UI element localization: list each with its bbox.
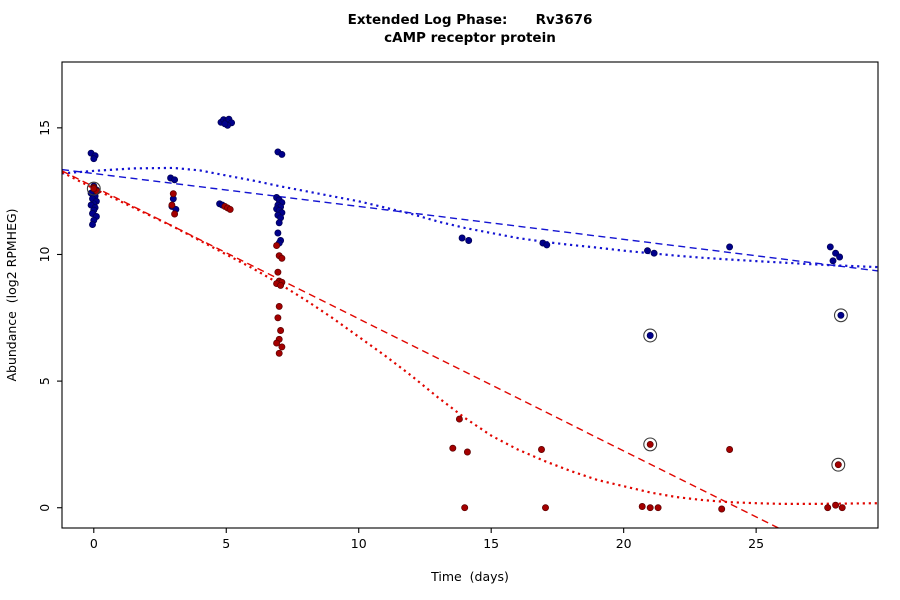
blue-condition-point [465, 237, 473, 244]
y-tick-label: 15 [37, 120, 52, 136]
red-condition-point [726, 446, 734, 453]
blue-condition-point [458, 234, 466, 242]
red-condition-point [542, 504, 549, 512]
circled-red-point [834, 461, 842, 469]
blue-condition-point [836, 253, 844, 261]
y-tick-label: 0 [37, 504, 52, 512]
red-condition-point [638, 503, 646, 510]
data-points [86, 115, 848, 513]
red-condition-point [449, 444, 457, 452]
circled-red-point [646, 440, 654, 448]
blue-condition-point [171, 176, 179, 184]
blue-condition-point [826, 243, 834, 251]
blue-condition-point [278, 150, 286, 158]
red-condition-point [538, 446, 545, 453]
red-condition-point [168, 201, 176, 209]
blue-condition-point [650, 249, 658, 257]
blue-condition-point [726, 243, 734, 251]
red-condition-point [169, 190, 177, 198]
red-condition-point [275, 302, 283, 310]
red-condition-point [461, 504, 469, 512]
red-condition-point [646, 504, 654, 512]
red-condition-point [273, 339, 281, 347]
red-condition-point [171, 210, 179, 218]
red-condition-point [277, 281, 285, 289]
x-tick-label: 10 [351, 536, 367, 551]
blue-condition-point [275, 219, 283, 227]
blue-dashed-fit [62, 168, 878, 272]
blue-condition-point [644, 247, 651, 255]
red-condition-point [718, 505, 726, 513]
outlier-ring-icon [831, 457, 846, 472]
circled-blue-point [837, 311, 845, 319]
outlier-ring-icon [643, 437, 658, 452]
trend-lines [62, 166, 878, 528]
axes: 0 5 10 15 20 25 0 5 10 15 [37, 61, 879, 551]
y-tick-label: 10 [37, 246, 52, 262]
outlier-ring-icon [643, 328, 658, 343]
blue-condition-point [89, 221, 96, 229]
blue-condition-point [543, 241, 551, 249]
red-dashed-fit [62, 170, 780, 528]
y-axis-label: Abundance (log2 RPMHEG) [4, 208, 19, 381]
circled-red-point [90, 185, 98, 193]
x-axis-label: Time (days) [430, 569, 509, 584]
red-condition-point [278, 254, 286, 262]
outlier-ring-icon [833, 308, 848, 323]
blue-dotted-fit [62, 166, 878, 269]
blue-condition-point [221, 120, 229, 128]
red-condition-point [455, 415, 463, 423]
chart-title-line2: cAMP receptor protein [384, 30, 556, 46]
circled-blue-point [646, 332, 654, 339]
blue-condition-point [274, 229, 282, 237]
red-condition-point [274, 314, 282, 322]
x-tick-label: 0 [90, 536, 98, 551]
x-tick-label: 25 [748, 536, 764, 551]
red-condition-point [278, 343, 286, 351]
x-tick-label: 20 [616, 536, 632, 551]
x-tick-label: 15 [483, 536, 499, 551]
chart-title-line1: Extended Log Phase: Rv3676 [348, 12, 593, 28]
outlier-ring-icon [86, 181, 101, 196]
red-condition-point [824, 504, 832, 512]
blue-condition-point [90, 155, 98, 163]
plot-box [61, 61, 879, 529]
red-condition-point [275, 349, 283, 357]
red-condition-point [226, 205, 234, 213]
x-tick-label: 5 [222, 536, 230, 551]
blue-condition-point [829, 257, 837, 265]
red-condition-point [274, 268, 282, 276]
y-tick-label: 5 [37, 377, 52, 385]
red-condition-point [273, 242, 281, 250]
red-condition-point [463, 448, 471, 456]
red-condition-point [832, 501, 840, 509]
red-condition-point [838, 504, 846, 512]
red-condition-point [654, 504, 662, 512]
red-condition-point [277, 327, 285, 334]
